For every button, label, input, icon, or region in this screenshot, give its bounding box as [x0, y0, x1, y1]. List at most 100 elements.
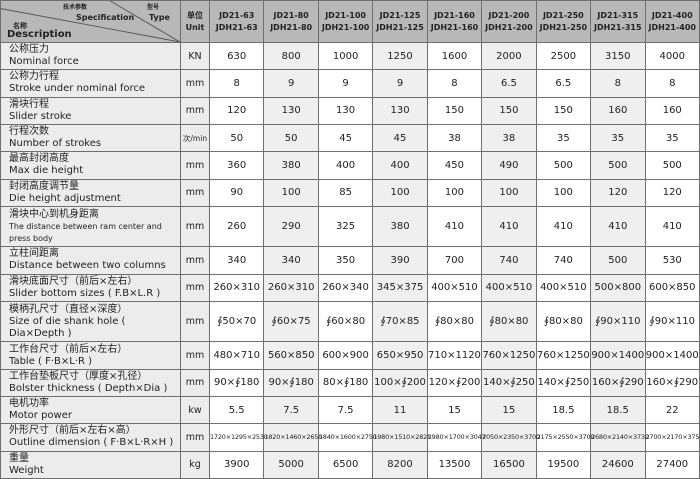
- row-description: 公称压力 Nominal force: [0, 41, 181, 71]
- value-cell: 345×375: [372, 273, 428, 302]
- model-jd: JD21-315: [597, 10, 639, 20]
- value-cell: ∮90×110: [590, 300, 646, 343]
- value-cell: 260×340: [317, 273, 374, 302]
- value-cell: 400: [317, 151, 374, 180]
- value-cell: 100: [372, 178, 428, 207]
- type-en: Type: [149, 13, 170, 22]
- value-cell: 340: [208, 246, 265, 275]
- desc-cn: 封闭高度调节量: [9, 180, 79, 192]
- table-row: 行程次数 Number of strokes 次/min 50 50 45 45 38 38 35…: [0, 123, 700, 153]
- value-cell: 410: [426, 205, 483, 248]
- value-cell: 45: [372, 123, 428, 153]
- value-cell: 120×∮200: [426, 368, 483, 397]
- value-cell: 35: [535, 123, 592, 153]
- model-header-jd21-160: JD21-160 JDH21-160: [426, 0, 483, 43]
- row-description: 重量 Weight: [0, 450, 181, 479]
- desc-en: Stroke under nominal force: [9, 83, 146, 95]
- value-cell: 325: [317, 205, 374, 248]
- value-cell: ∮60×80: [317, 300, 374, 343]
- value-cell: 900×1400: [590, 341, 646, 370]
- value-cell: 530: [644, 246, 700, 275]
- desc-cn: 滑块中心到机身距离: [9, 208, 99, 220]
- value-cell: 8: [590, 69, 646, 98]
- row-description: 工作台垫板尺寸（厚度×孔径） Bolster thickness ( Depth×…: [0, 368, 181, 397]
- value-cell: 260×310: [263, 273, 319, 302]
- unit-cn: 单位: [187, 10, 203, 20]
- value-cell: 11: [372, 395, 428, 425]
- value-cell: 6.5: [535, 69, 592, 98]
- desc-en: Distance between two columns: [9, 260, 166, 272]
- header-row: 技术参数 Specification 型号 Type 名称 Descriptio…: [0, 0, 700, 43]
- value-cell: 50: [263, 123, 319, 153]
- model-jdh: JDH21-63: [215, 22, 258, 32]
- model-header-jd21-200: JD21-200 JDH21-200: [481, 0, 537, 43]
- row-description: 最高封闭高度 Max die height: [0, 151, 181, 180]
- desc-en: Number of strokes: [9, 138, 102, 150]
- desc-en: Die height adjustment: [9, 192, 121, 204]
- model-jd: JD21-200: [488, 10, 530, 20]
- table-row: 公称力行程 Stroke under nominal force mm 8 9 9 9 8 6.…: [0, 69, 700, 98]
- value-cell: 760×1250: [535, 341, 592, 370]
- model-jd: JD21-63: [219, 10, 255, 20]
- value-cell: 740: [481, 246, 537, 275]
- value-cell: 480×710: [208, 341, 265, 370]
- value-cell: ∮60×75: [263, 300, 319, 343]
- value-cell: 160: [590, 96, 646, 125]
- model-header-jd21-63: JD21-63 JDH21-63: [208, 0, 265, 43]
- value-cell: 9: [372, 69, 428, 98]
- row-unit: kg: [180, 450, 210, 479]
- value-cell: 15: [481, 395, 537, 425]
- desc-cn: 公称压力: [9, 44, 49, 56]
- row-unit: kw: [180, 395, 210, 425]
- value-cell: 160×∮290: [644, 368, 700, 397]
- model-jd: JD21-80: [273, 10, 309, 20]
- desc-en: Size of die shank hole ( Dia×Depth ): [9, 315, 126, 339]
- value-cell: 90×∮180: [263, 368, 319, 397]
- desc-cn: 电机功率: [9, 398, 49, 410]
- value-cell: ∮80×80: [426, 300, 483, 343]
- value-cell: 5.5: [208, 395, 265, 425]
- row-description: 电机功率 Motor power: [0, 395, 181, 425]
- value-cell: 450: [426, 151, 483, 180]
- table-row: 模柄孔尺寸（直径×深度） Size of die shank hole ( Dia…: [0, 300, 700, 343]
- desc-cn: 工作台垫板尺寸（厚度×孔径）: [9, 370, 148, 382]
- value-cell: 500: [644, 151, 700, 180]
- value-cell: 1600: [426, 41, 483, 71]
- value-cell: 410: [481, 205, 537, 248]
- value-cell: 8: [208, 69, 265, 98]
- model-header-jd21-80: JD21-80 JDH21-80: [263, 0, 319, 43]
- value-cell: 410: [644, 205, 700, 248]
- type-cn: 型号: [147, 4, 160, 11]
- model-jd: JD21-400: [651, 10, 693, 20]
- value-cell: 8: [644, 69, 700, 98]
- row-unit: mm: [180, 151, 210, 180]
- row-description: 模柄孔尺寸（直径×深度） Size of die shank hole ( Dia…: [0, 300, 181, 343]
- value-cell: 45: [317, 123, 374, 153]
- table-row: 工作台垫板尺寸（厚度×孔径） Bolster thickness ( Depth×…: [0, 368, 700, 397]
- table-row: 滑块底面尺寸（前后×左右） Slider bottom sizes ( F.B×L…: [0, 273, 700, 302]
- value-cell: 400×510: [481, 273, 537, 302]
- value-cell: 500: [535, 151, 592, 180]
- value-cell: 700: [426, 246, 483, 275]
- desc-cn: 行程次数: [9, 126, 49, 138]
- value-cell: 2700×2170×3750: [644, 423, 700, 452]
- value-cell: 19500: [535, 450, 592, 479]
- desc-en: The distance between ram center and pres…: [9, 221, 162, 243]
- value-cell: 1820×1460×2650: [263, 423, 322, 452]
- value-cell: 800: [263, 41, 319, 71]
- value-cell: 760×1250: [481, 341, 537, 370]
- table-row: 最高封闭高度 Max die height mm 360 380 400 400 450 490…: [0, 151, 700, 180]
- value-cell: 490: [481, 151, 537, 180]
- value-cell: 13500: [426, 450, 483, 479]
- table-row: 工作台尺寸（前后×左右） Table ( F·B×L·R ) mm 480×710 56…: [0, 341, 700, 370]
- model-jd: JD21-250: [542, 10, 584, 20]
- value-cell: 340: [263, 246, 319, 275]
- value-cell: 130: [317, 96, 374, 125]
- value-cell: 380: [372, 205, 428, 248]
- value-cell: 50: [208, 123, 265, 153]
- value-cell: 9: [263, 69, 319, 98]
- value-cell: 1980×1700×3047: [426, 423, 486, 452]
- row-unit: mm: [180, 96, 210, 125]
- row-description: 公称力行程 Stroke under nominal force: [0, 69, 181, 98]
- value-cell: 2000: [481, 41, 537, 71]
